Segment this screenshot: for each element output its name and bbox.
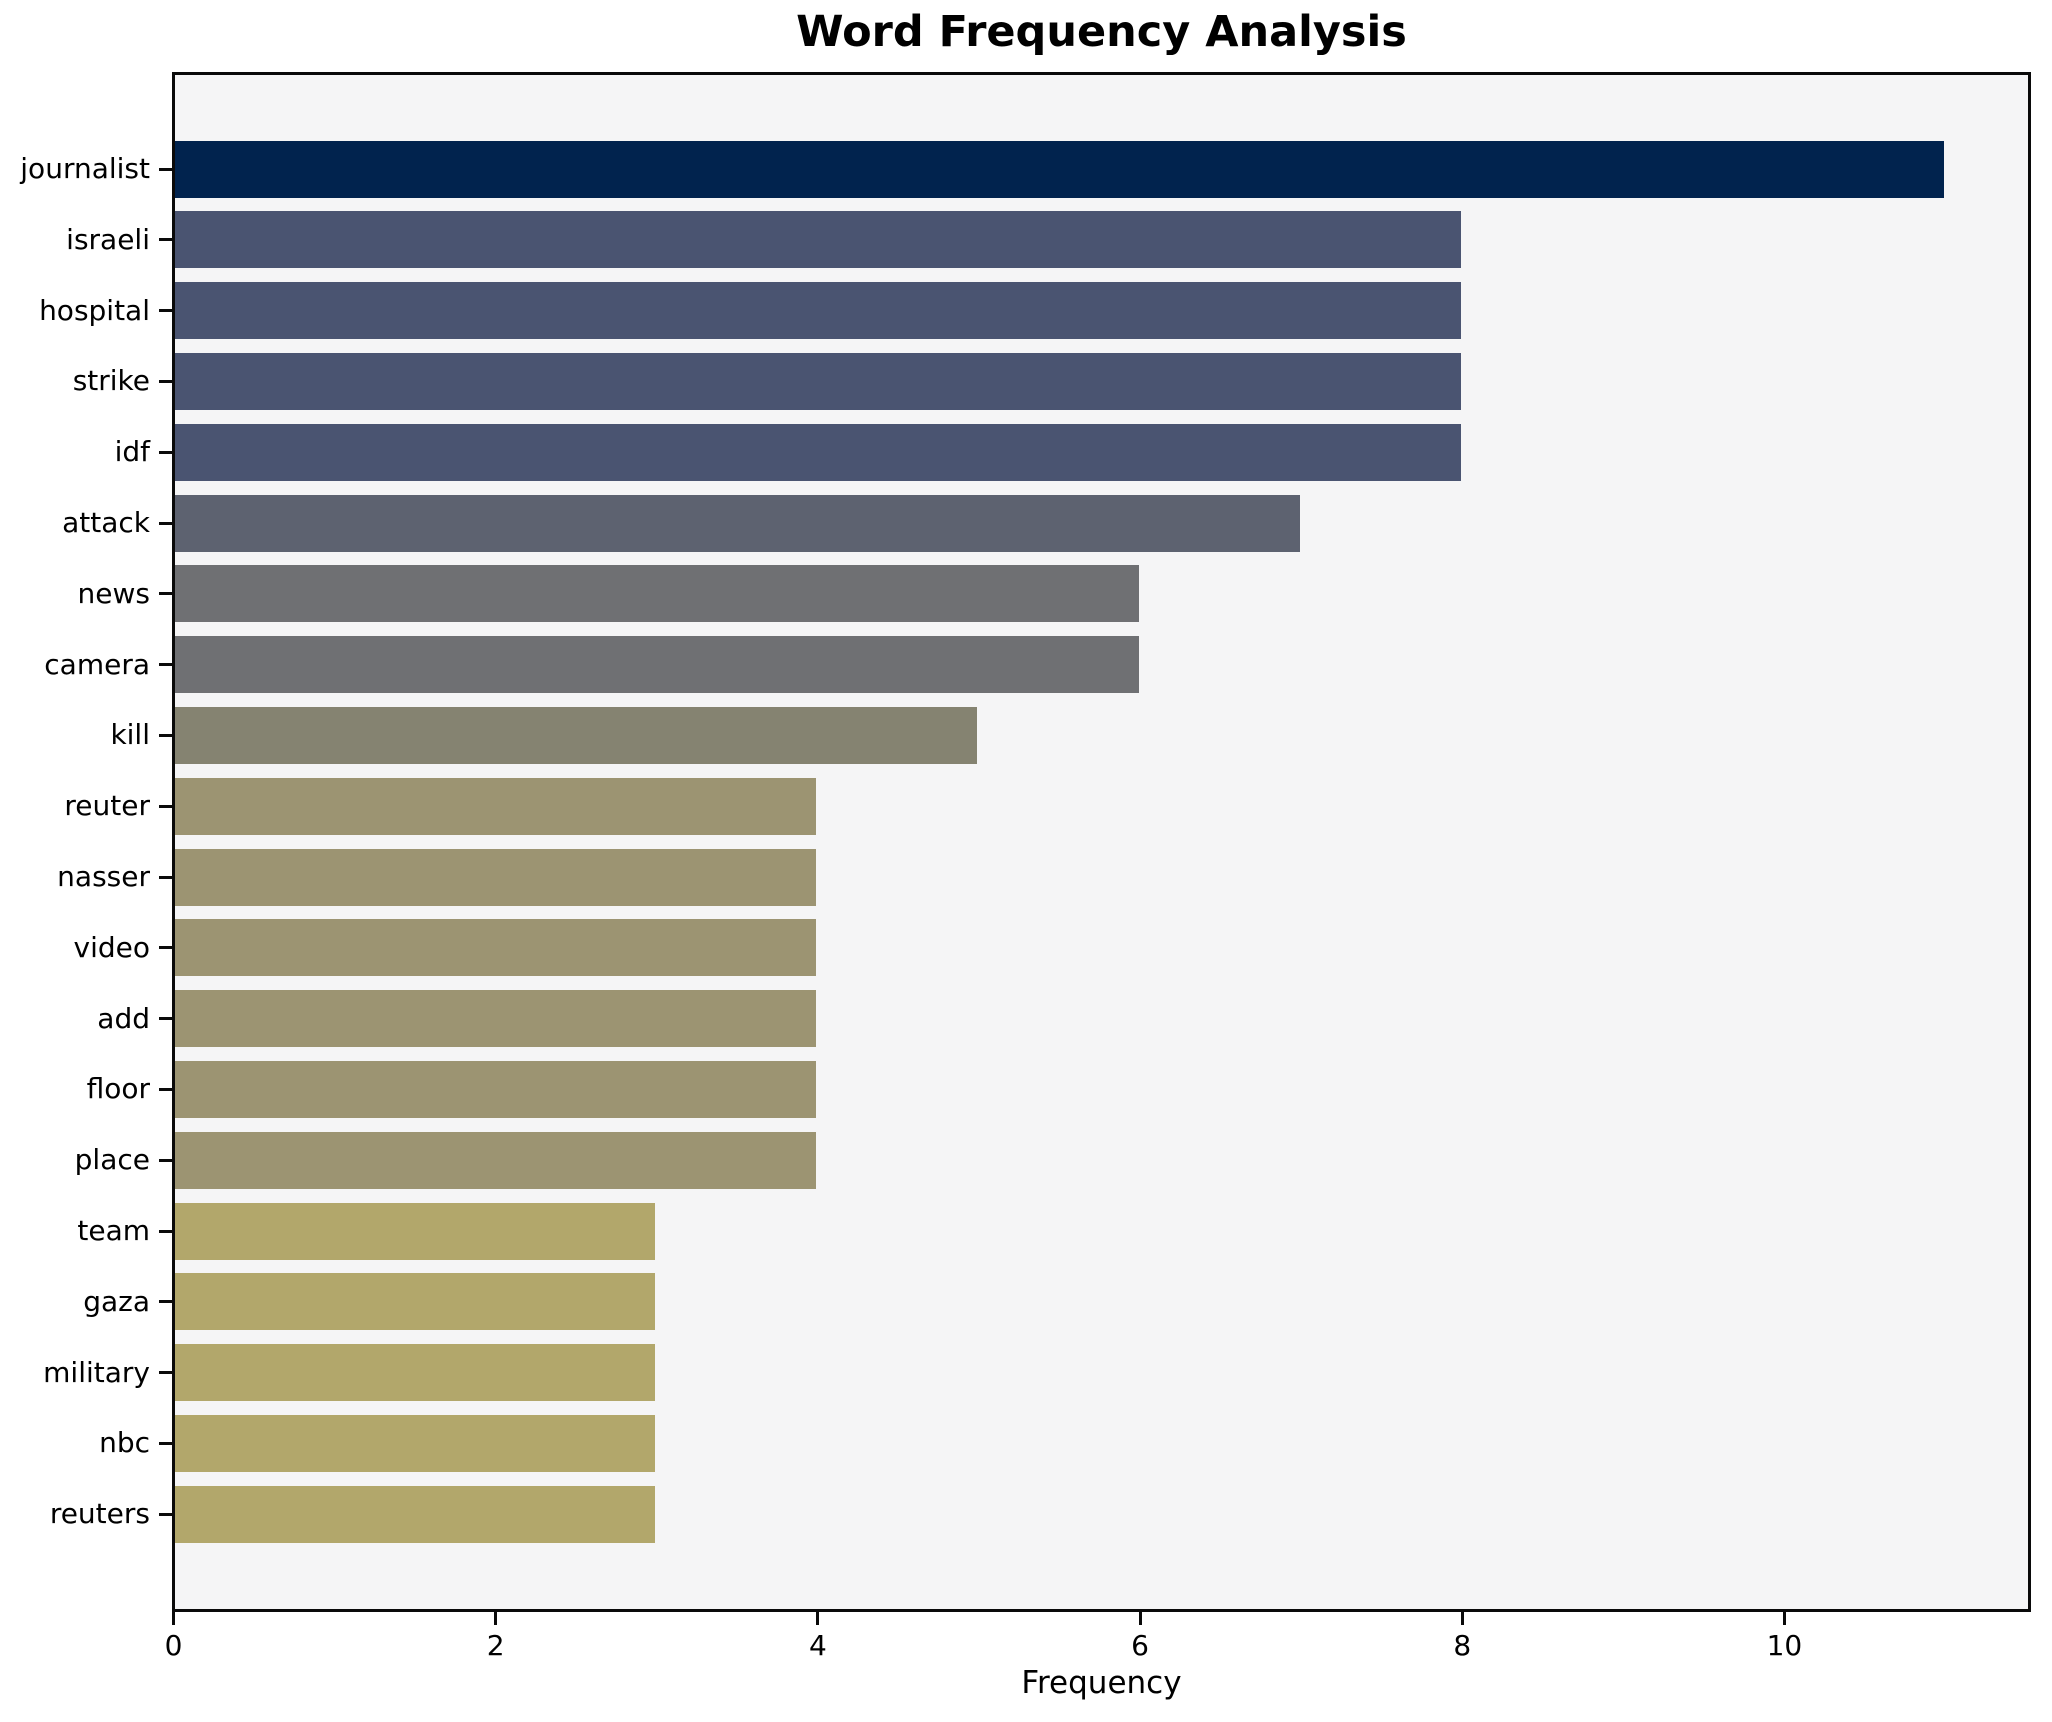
bar-team: [175, 1202, 656, 1260]
ytick-mark-hospital: [159, 309, 172, 313]
ytick-mark-team: [159, 1229, 172, 1233]
ytick-label-video: video: [73, 930, 150, 964]
ytick-label-gaza: gaza: [83, 1284, 150, 1318]
x-axis-label: Frequency: [1021, 1665, 1182, 1701]
ytick-label-camera: camera: [44, 647, 150, 681]
xtick-label-10: 10: [1766, 1629, 1803, 1662]
bar-journalist: [175, 140, 1944, 198]
chart-title: Word Frequency Analysis: [796, 7, 1407, 57]
xtick-mark-0: [172, 1612, 175, 1625]
ytick-label-kill: kill: [110, 718, 150, 752]
bar-nasser: [175, 848, 817, 906]
bar-floor: [175, 1060, 817, 1118]
ytick-mark-nasser: [159, 875, 172, 879]
xtick-label-4: 4: [808, 1629, 827, 1662]
xtick-label-6: 6: [1131, 1629, 1149, 1662]
ytick-mark-kill: [159, 733, 172, 737]
bar-camera: [175, 636, 1139, 694]
bar-hospital: [175, 282, 1461, 340]
ytick-mark-idf: [159, 450, 172, 454]
bar-idf: [175, 423, 1461, 481]
bar-gaza: [175, 1273, 656, 1331]
ytick-label-strike: strike: [72, 364, 150, 398]
ytick-label-military: military: [43, 1355, 150, 1389]
ytick-label-news: news: [77, 576, 150, 610]
ytick-mark-video: [159, 946, 172, 950]
xtick-mark-2: [494, 1612, 498, 1625]
ytick-mark-gaza: [159, 1300, 172, 1304]
ytick-mark-camera: [159, 663, 172, 667]
ytick-label-journalist: journalist: [20, 152, 150, 185]
ytick-mark-nbc: [159, 1441, 172, 1445]
ytick-label-nasser: nasser: [57, 860, 150, 893]
xtick-mark-10: [1782, 1612, 1786, 1625]
ytick-label-israeli: israeli: [66, 222, 150, 256]
ytick-mark-israeli: [159, 238, 172, 242]
bar-nbc: [175, 1414, 656, 1472]
bar-reuter: [175, 777, 817, 835]
xtick-mark-4: [816, 1612, 820, 1625]
ytick-mark-journalist: [159, 167, 172, 171]
ytick-label-idf: idf: [114, 435, 150, 469]
bar-place: [175, 1131, 817, 1189]
ytick-mark-strike: [159, 379, 172, 383]
ytick-mark-reuter: [159, 804, 172, 808]
ytick-label-hospital: hospital: [39, 293, 150, 327]
ytick-label-add: add: [97, 1001, 150, 1035]
xtick-mark-6: [1138, 1612, 1142, 1625]
xtick-label-0: 0: [164, 1629, 183, 1662]
ytick-mark-add: [159, 1017, 172, 1021]
xtick-label-2: 2: [486, 1629, 505, 1662]
ytick-label-nbc: nbc: [99, 1426, 150, 1460]
ytick-label-place: place: [74, 1143, 150, 1177]
ytick-mark-floor: [159, 1087, 172, 1091]
ytick-mark-attack: [159, 521, 172, 525]
ytick-label-attack: attack: [62, 506, 150, 539]
ytick-label-floor: floor: [86, 1072, 150, 1106]
ytick-mark-military: [159, 1371, 172, 1375]
bar-news: [175, 565, 1139, 623]
bar-israeli: [175, 211, 1461, 269]
xtick-label-8: 8: [1453, 1629, 1472, 1662]
bar-kill: [175, 706, 978, 764]
ytick-mark-reuters: [159, 1512, 172, 1516]
ytick-label-team: team: [77, 1214, 150, 1247]
ytick-label-reuter: reuter: [64, 789, 150, 823]
ytick-mark-news: [159, 592, 172, 596]
ytick-label-reuters: reuters: [49, 1497, 150, 1531]
bar-military: [175, 1344, 656, 1402]
bar-reuters: [175, 1485, 656, 1543]
bar-attack: [175, 494, 1300, 552]
bar-strike: [175, 352, 1461, 410]
bar-video: [175, 919, 817, 977]
xtick-mark-8: [1460, 1612, 1464, 1625]
bar-add: [175, 990, 817, 1048]
ytick-mark-place: [159, 1158, 172, 1162]
